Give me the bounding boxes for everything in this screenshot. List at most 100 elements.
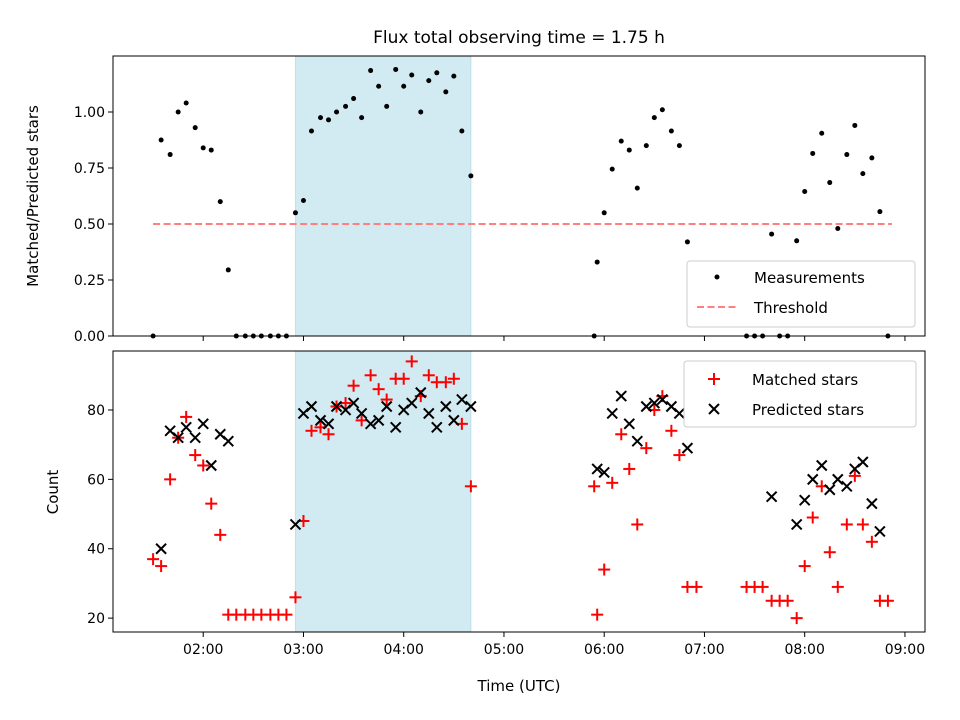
bottom-y-axis: 20 40 60 80 [87, 403, 113, 627]
bottom-x-tick-label: 07:00 [684, 642, 724, 658]
matched-star-point [189, 449, 202, 462]
predicted-star-point [355, 407, 368, 420]
legend-threshold-label: Threshold [753, 299, 828, 317]
predicted-star-point [172, 432, 184, 444]
predicted-star-stroke [347, 397, 360, 409]
predicted-star-point [389, 421, 402, 434]
measurement-point [601, 210, 607, 216]
legend-predicted-label: Predicted stars [752, 401, 864, 419]
bottom-y-tick-label: 80 [87, 403, 105, 419]
predicted-star-point [364, 418, 377, 430]
predicted-star-point [440, 400, 452, 413]
predicted-star-point [222, 435, 234, 447]
measurement-point [318, 115, 324, 121]
predicted-star-stroke [222, 435, 234, 447]
bottom-highlight-span [294, 350, 472, 633]
predicted-star-point [648, 397, 661, 409]
measurements-series [150, 66, 891, 339]
predicted-star-point [591, 463, 603, 475]
x-axis-label: Time (UTC) [477, 677, 561, 695]
bottom-axes-frame [112, 350, 926, 633]
matched-star-point [155, 560, 168, 573]
predicted-star-stroke [330, 400, 343, 413]
predicted-star-point [798, 494, 811, 506]
predicted-star-point [598, 466, 610, 479]
matched-star-point [339, 397, 352, 410]
matched-star-point [289, 591, 302, 604]
measurement-point [300, 197, 306, 203]
predicted-star-stroke [372, 414, 385, 427]
matched-star-point [380, 393, 393, 406]
predicted-star-stroke [807, 473, 819, 486]
predicted-star-stroke [816, 459, 828, 472]
matched-star-point [397, 372, 410, 385]
predicted-star-point [623, 418, 635, 430]
predicted-star-point [832, 473, 844, 486]
predicted-star-point [606, 407, 618, 420]
predicted-star-point [380, 400, 393, 413]
matched-star-point [214, 528, 227, 541]
predicted-star-stroke [214, 428, 226, 440]
predicted-star-point [640, 400, 653, 413]
measurement-point [393, 66, 399, 72]
predicted-star-stroke [440, 400, 452, 413]
predicted-star-point [656, 393, 669, 406]
measurement-point [684, 239, 690, 245]
predicted-star-stroke [423, 407, 435, 420]
measurement-point [443, 89, 449, 95]
top-axes-frame [112, 55, 926, 337]
measurement-point [217, 199, 223, 205]
legend-matched-marker [708, 373, 720, 385]
measurement-point [326, 117, 332, 123]
top-y-axis-label: Matched/Predicted stars [24, 105, 42, 287]
measurement-point [409, 72, 415, 78]
measurement-point [426, 78, 432, 84]
bottom-x-tick-label: 06:00 [584, 642, 624, 658]
measurement-point [827, 180, 833, 186]
measurement-point [384, 103, 390, 109]
measurement-point [651, 115, 657, 121]
predicted-star-stroke [380, 400, 393, 413]
legend-predicted-marker [708, 403, 720, 415]
matched-star-point [756, 580, 769, 593]
measurement-point [359, 115, 365, 121]
bottom-x-tick-label: 03:00 [283, 642, 323, 658]
predicted-star-stroke [305, 400, 318, 413]
matched-star-point [865, 535, 878, 548]
matched-star-point [588, 480, 601, 493]
legend-measurements-marker [714, 274, 720, 280]
matched-star-point [848, 469, 861, 482]
predicted-star-stroke [189, 432, 201, 444]
predicted-star-stroke [364, 418, 377, 430]
measurement-point [200, 145, 206, 151]
predicted-star-stroke [406, 397, 418, 409]
predicted-star-point [824, 484, 836, 496]
predicted-star-stroke [832, 473, 844, 486]
measurement-point [634, 185, 640, 191]
top-panel: 0.00 0.25 0.50 0.75 1.00 Matched/Predicted s… [24, 55, 926, 345]
predicted-star-point [305, 400, 318, 413]
top-legend-box [686, 260, 916, 328]
measurement-point [308, 128, 314, 134]
predicted-star-stroke [355, 407, 368, 420]
matched-star-point [856, 518, 869, 531]
predicted-star-point [465, 400, 477, 413]
matched-star-point [147, 553, 160, 566]
predicted-star-point [673, 407, 686, 420]
top-y-tick-label: 0.75 [74, 161, 105, 177]
measurement-point [794, 238, 800, 244]
predicted-star-point [431, 421, 443, 434]
matched-star-point [205, 497, 218, 510]
bottom-y-tick-label: 60 [87, 472, 105, 488]
matched-star-point [322, 428, 335, 441]
measurement-point [401, 83, 407, 89]
matched-star-point [790, 612, 803, 625]
matched-star-point [591, 608, 604, 621]
bottom-x-tick-label: 08:00 [785, 642, 825, 658]
predicted-stars-series [155, 386, 886, 555]
predicted-star-point [322, 418, 335, 430]
matched-star-point [197, 459, 210, 472]
matched-star-point [881, 594, 894, 607]
predicted-star-stroke [841, 480, 853, 493]
top-legend: Measurements Threshold [686, 260, 916, 328]
